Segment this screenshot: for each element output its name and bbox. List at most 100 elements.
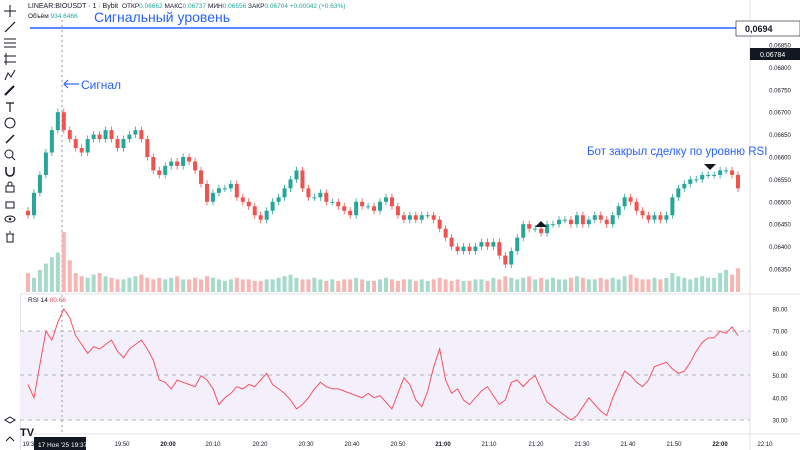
price-badge-box	[750, 48, 800, 60]
candle-body	[646, 215, 651, 220]
volume-bar	[479, 279, 484, 292]
collapse-icon[interactable]	[3, 432, 17, 446]
candle-body	[79, 148, 84, 153]
rsi-axis[interactable]: 80.00 70.00 60.00 50.00 40.00 30.00	[772, 308, 788, 425]
candle-body	[199, 170, 204, 184]
time-tick-label: 21:00	[435, 442, 451, 448]
volume-bar	[694, 277, 699, 292]
candle-body	[521, 224, 526, 238]
volume-bar	[222, 280, 227, 292]
volume-bar	[413, 280, 418, 292]
time-tick-label: 20:40	[344, 442, 360, 448]
ohlc-low: 0.06656	[222, 3, 247, 10]
price-tick-label: 0.06550	[769, 178, 791, 184]
time-tick-label: 19:50	[114, 442, 130, 448]
volume-bar	[85, 277, 90, 292]
candle-body	[455, 246, 460, 252]
volume-bar	[127, 277, 132, 292]
symbol-title[interactable]: LINEAR:BIOUSDT · 1 · Bybit	[28, 3, 119, 10]
main-pane[interactable]	[20, 0, 750, 294]
fib-icon[interactable]	[3, 36, 17, 50]
candle-body	[586, 219, 591, 225]
volume-bar	[670, 273, 675, 292]
candle-body	[437, 219, 442, 229]
eye-icon[interactable]	[3, 212, 17, 226]
time-tick-label: 21:30	[574, 442, 590, 448]
trend-line-icon[interactable]	[3, 20, 17, 34]
candle-body	[670, 197, 675, 216]
crosshair-icon[interactable]	[3, 4, 17, 18]
candle-body	[85, 139, 90, 153]
volume-bar	[330, 279, 335, 292]
volume-bar	[372, 280, 377, 292]
candle-body	[497, 242, 502, 256]
magnet-icon[interactable]	[3, 164, 17, 178]
volume-bar	[628, 274, 633, 292]
text-icon[interactable]	[3, 100, 17, 114]
candle-body	[193, 161, 198, 171]
time-tick-label: 21:40	[620, 442, 636, 448]
candle-body	[378, 201, 383, 211]
volume-bar	[288, 274, 293, 292]
volume-bar	[234, 277, 239, 292]
volume-bar	[682, 277, 687, 292]
rsi-tick-label: 80.00	[772, 308, 788, 314]
candle-body	[133, 130, 138, 135]
candle-body	[527, 224, 532, 229]
time-axis[interactable]: 19:30 19:50 20:00 20:10 20:20 20:30 20:40 20:50…	[22, 442, 773, 448]
candle-body	[395, 206, 400, 216]
volume-bar	[407, 279, 412, 292]
tradingview-logo: TV	[20, 427, 35, 439]
candle-body	[49, 130, 54, 153]
layers-icon[interactable]	[3, 415, 17, 429]
volume-bar	[342, 279, 347, 292]
volume-bar	[568, 277, 573, 292]
volume-bar	[688, 279, 693, 292]
volume-bar	[521, 277, 526, 292]
volume-bar	[533, 279, 538, 292]
rsi-legend[interactable]: RSI 14 80.66	[28, 297, 66, 304]
pattern-icon[interactable]	[3, 68, 17, 82]
ohlc-row: ОТКР0.06662 МАКС0.06737 МИН0.06656 ЗАКР0…	[122, 3, 345, 10]
volume-bar	[306, 279, 311, 292]
emoji-icon[interactable]	[3, 116, 17, 130]
volume-bar	[658, 279, 663, 292]
lock-icon[interactable]	[3, 180, 17, 194]
candle-body	[55, 112, 60, 131]
candle-body	[574, 215, 579, 225]
volume-value: 934.646К	[50, 13, 78, 20]
brush-icon[interactable]	[3, 132, 17, 146]
rsi-tick-label: 50.00	[772, 374, 788, 380]
zoom-icon[interactable]	[3, 148, 17, 162]
pitchfork-icon[interactable]	[3, 52, 17, 66]
volume-bar	[491, 277, 496, 292]
candle-body	[688, 179, 693, 184]
volume-bar	[300, 279, 305, 292]
volume-bar	[294, 277, 299, 292]
ruler-icon[interactable]	[3, 84, 17, 98]
volume-bar	[270, 279, 275, 292]
volume-bar	[598, 277, 603, 292]
candle-body	[312, 197, 317, 199]
volume-bar	[706, 277, 711, 292]
volume-bar	[228, 279, 233, 292]
lock-drawings-icon[interactable]	[3, 196, 17, 210]
candle-body	[682, 183, 687, 189]
volume-bar	[31, 277, 36, 292]
volume-bar	[676, 276, 681, 292]
candle-body	[443, 228, 448, 238]
volume-bar	[312, 277, 317, 292]
candle-body	[121, 139, 126, 149]
price-axis[interactable]: 0.06850 0.06800 0.06750 0.06700 0.06650 0.066…	[769, 44, 791, 274]
candle-body	[616, 206, 621, 216]
volume-bar	[163, 279, 168, 292]
volume-bar	[419, 279, 424, 292]
candle-body	[557, 219, 562, 225]
candle-body	[324, 192, 329, 202]
volume-legend[interactable]: Объём 934.646К	[28, 13, 78, 20]
rsi-tick-label: 70.00	[772, 330, 788, 336]
trash-icon[interactable]	[3, 230, 17, 244]
time-tick-label: 22:10	[757, 442, 773, 448]
volume-bar	[700, 276, 705, 292]
